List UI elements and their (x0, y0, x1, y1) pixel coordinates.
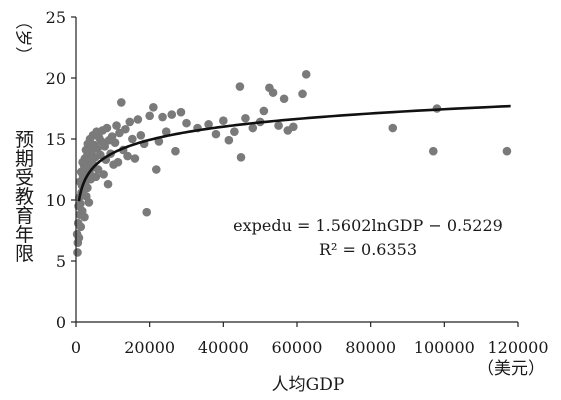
data-point (76, 222, 86, 232)
data-point (96, 150, 105, 160)
data-point (121, 124, 130, 134)
data-point (248, 123, 258, 133)
y-axis-title: 预期受教育年限 (12, 129, 34, 262)
data-points (72, 70, 512, 257)
data-point (110, 138, 120, 147)
data-point (91, 172, 101, 182)
data-point (93, 165, 103, 174)
data-point (230, 127, 239, 136)
data-point (102, 123, 112, 133)
data-point (241, 113, 250, 123)
data-point (125, 117, 135, 127)
data-point (301, 70, 311, 79)
data-point (103, 179, 113, 189)
data-point (171, 146, 180, 156)
x-tick-label: 60000 (272, 338, 323, 357)
data-point (83, 183, 92, 193)
x-tick-label: 0 (71, 338, 81, 357)
data-point (80, 212, 89, 222)
x-tick-label: 20000 (124, 338, 175, 357)
axis-ticks: 0 20000 40000 60000 80000 100000 120000 0 5 10 15 2… (46, 8, 549, 357)
data-point (123, 151, 132, 161)
data-point (128, 134, 137, 144)
y-tick-label: 20 (46, 69, 66, 88)
data-point (84, 198, 94, 207)
x-axis-unit: （美元） (477, 359, 545, 379)
data-point (279, 94, 289, 104)
data-point (235, 82, 245, 91)
data-point (99, 170, 108, 179)
data-point (204, 120, 213, 129)
data-point (259, 106, 269, 116)
data-point (136, 131, 146, 140)
data-point (161, 127, 171, 136)
y-axis-unit-text: （岁） (13, 13, 33, 64)
data-point (176, 107, 186, 117)
data-point (224, 135, 234, 145)
data-point (167, 110, 177, 119)
data-point (149, 102, 158, 112)
data-point (182, 118, 191, 128)
data-point (117, 98, 126, 107)
data-point (133, 115, 143, 124)
data-point (219, 116, 228, 125)
y-tick-label: 15 (46, 130, 66, 149)
trendline-r-squared: R² = 0.6353 (319, 240, 417, 259)
x-tick-label: 100000 (414, 338, 475, 357)
data-point (112, 121, 121, 130)
trendline (77, 104, 511, 202)
y-tick-label: 25 (46, 8, 66, 27)
data-point (100, 142, 110, 151)
y-tick-label: 5 (56, 252, 66, 271)
data-point (274, 121, 283, 130)
y-axis-unit: （岁） (13, 13, 33, 64)
data-point (236, 153, 246, 162)
data-point (73, 248, 82, 257)
data-point (268, 88, 278, 97)
x-tick-label: 40000 (198, 338, 249, 357)
data-point (113, 157, 123, 167)
data-point (211, 129, 221, 139)
data-point (502, 146, 512, 156)
data-point (158, 112, 167, 122)
data-point (130, 154, 140, 163)
data-point (74, 233, 84, 243)
data-point (151, 165, 161, 174)
data-point (298, 89, 307, 99)
trendline-equation: expedu = 1.5602lnGDP − 0.5229 (233, 216, 503, 235)
y-tick-label: 10 (46, 191, 66, 210)
data-point (142, 207, 152, 217)
data-point (76, 199, 85, 208)
data-point (428, 146, 438, 156)
data-point (388, 123, 398, 133)
x-tick-label: 80000 (345, 338, 396, 357)
x-tick-label: 120000 (487, 338, 548, 357)
data-point (289, 122, 298, 132)
data-point (145, 111, 154, 121)
x-axis-title: 人均GDP (272, 375, 345, 395)
y-tick-label: 0 (56, 313, 66, 332)
